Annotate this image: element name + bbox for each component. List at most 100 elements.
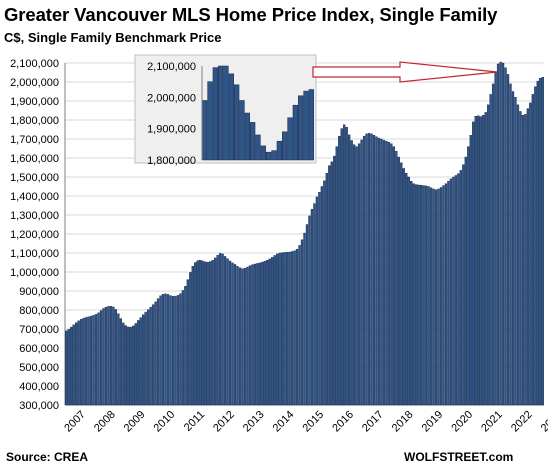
bar (268, 258, 271, 406)
inset-bar (202, 100, 208, 161)
bar (154, 301, 157, 406)
bar (137, 320, 140, 406)
inset-bar (228, 73, 234, 161)
bar (486, 104, 490, 406)
bar (509, 83, 512, 406)
bar (340, 128, 343, 406)
inset-bar (287, 117, 293, 161)
inset-bar (218, 65, 224, 161)
bar (142, 314, 145, 406)
inset-y-tick-label: 1,900,000 (147, 124, 196, 136)
inset-bar (266, 151, 272, 161)
x-tick-label: 2008 (92, 409, 118, 435)
bar (328, 165, 331, 406)
bar (402, 168, 405, 406)
bar (310, 209, 314, 406)
bar (253, 263, 257, 406)
bar (315, 196, 319, 406)
x-tick-label: 2021 (479, 409, 505, 435)
inset-bar (271, 150, 277, 161)
bar (499, 61, 502, 406)
bar (516, 104, 520, 406)
bar (462, 164, 465, 406)
bar (280, 252, 284, 406)
bar (209, 261, 212, 406)
bar (127, 326, 130, 406)
bar (370, 133, 373, 406)
bar (439, 187, 443, 406)
y-tick-label: 2,000,000 (10, 77, 59, 89)
bar (216, 255, 219, 406)
y-tick-label: 1,700,000 (10, 134, 59, 146)
bar (410, 180, 413, 406)
bar (303, 232, 306, 406)
bar (236, 266, 239, 406)
bar (258, 262, 261, 406)
bar (211, 260, 214, 406)
bar (449, 178, 453, 406)
bar (194, 262, 197, 406)
x-tick-label: 2014 (271, 409, 297, 435)
bar (531, 94, 534, 406)
bar (464, 156, 467, 406)
bar (156, 298, 160, 406)
y-tick-label: 700,000 (19, 324, 59, 336)
bar (365, 133, 368, 406)
x-tick-label: 2018 (390, 409, 416, 435)
bar (176, 295, 180, 406)
bar (221, 253, 224, 406)
bar (437, 188, 440, 406)
bar (397, 156, 400, 406)
inset-bar (276, 140, 282, 161)
bar (72, 324, 75, 406)
bar (442, 185, 445, 406)
bar (144, 311, 147, 406)
bar (134, 323, 137, 406)
y-tick-label: 1,800,000 (10, 115, 59, 127)
inset-bar (244, 112, 250, 161)
inset-bar (303, 90, 309, 161)
inset-bar (239, 100, 245, 161)
bar (288, 251, 291, 406)
bar (161, 294, 165, 406)
inset-bar (255, 134, 261, 161)
bar (199, 260, 202, 406)
bar (283, 252, 286, 406)
bar (241, 268, 244, 406)
bar (372, 134, 376, 406)
y-tick-label: 300,000 (19, 400, 59, 412)
bar (201, 260, 204, 406)
bar (400, 162, 403, 406)
bar (504, 67, 507, 406)
bar (469, 134, 472, 406)
bar (191, 266, 194, 406)
bar (243, 268, 247, 406)
bar (104, 306, 108, 406)
bar (213, 257, 217, 406)
bar (166, 294, 170, 406)
bar (124, 325, 127, 406)
bar (472, 121, 475, 406)
bar (97, 312, 100, 406)
bar (206, 261, 209, 406)
bar (228, 260, 232, 406)
bar (114, 309, 118, 406)
bar (266, 260, 269, 406)
bar (367, 133, 371, 406)
bar (377, 137, 381, 406)
x-tick-label: 2015 (300, 409, 326, 435)
x-tick-label: 2020 (449, 409, 475, 435)
x-tick-label: 2013 (241, 409, 267, 435)
bar (308, 215, 311, 406)
bar (107, 306, 110, 406)
bar (117, 313, 120, 406)
bar (179, 293, 182, 406)
bar (271, 257, 274, 406)
bar (295, 248, 299, 406)
bar (467, 146, 470, 406)
bar (519, 111, 522, 406)
y-tick-label: 1,500,000 (10, 172, 59, 184)
y-tick-label: 400,000 (19, 381, 59, 393)
bar (380, 138, 383, 406)
bar (343, 124, 346, 406)
